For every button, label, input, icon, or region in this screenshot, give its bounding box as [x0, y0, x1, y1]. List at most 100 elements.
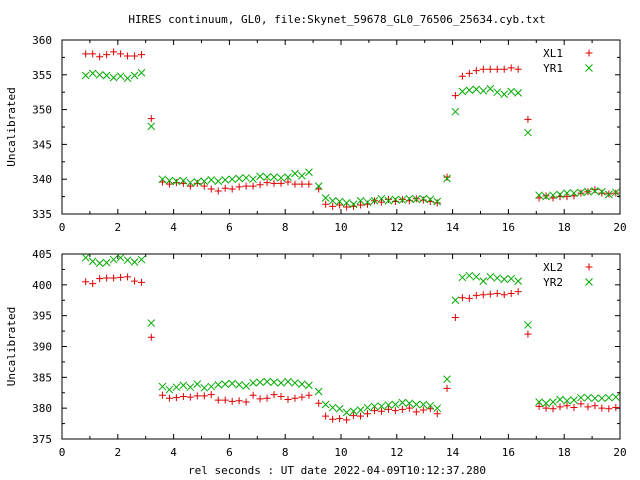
data-point-yr1: [451, 107, 460, 116]
data-point-xl1: [242, 182, 250, 190]
data-point-xl2: [542, 404, 550, 412]
data-point-xl2: [207, 391, 215, 399]
data-point-yr2: [556, 395, 564, 404]
data-point-yr1: [549, 191, 557, 200]
data-point-yr1: [291, 169, 299, 178]
data-point-yr1: [542, 192, 550, 201]
data-point-xl1: [214, 187, 222, 195]
data-point-yr1: [356, 196, 365, 205]
data-point-yr1: [426, 195, 435, 204]
data-point-xl1: [256, 181, 264, 189]
x-tick-label: 2: [114, 221, 121, 234]
data-point-yr2: [524, 321, 532, 329]
data-point-yr1: [493, 88, 502, 97]
data-point-yr2: [486, 272, 495, 281]
data-point-xl1: [419, 196, 427, 204]
data-point-yr1: [524, 128, 532, 137]
data-point-yr2: [335, 404, 344, 413]
data-point-yr1: [598, 187, 606, 196]
data-point-yr1: [398, 196, 407, 204]
data-point-yr2: [328, 403, 337, 412]
data-point-xl2: [549, 405, 557, 413]
data-point-yr2: [611, 393, 620, 401]
data-point-yr1: [109, 73, 118, 82]
y-tick-label: 350: [32, 104, 52, 117]
data-point-yr2: [123, 256, 132, 265]
x-tick-label: 10: [334, 221, 347, 234]
data-point-yr2: [137, 255, 146, 264]
y-tick-label: 385: [32, 371, 52, 384]
y-tick-label: 345: [32, 138, 52, 151]
y-tick-label: 400: [32, 279, 52, 292]
data-point-xl2: [291, 394, 299, 402]
data-point-yr2: [419, 400, 428, 409]
data-point-xl1: [524, 115, 532, 123]
data-point-yr1: [277, 173, 285, 182]
legend-label-xl2: XL2: [543, 261, 563, 274]
x-tick-label: 16: [502, 221, 515, 234]
data-point-yr1: [314, 182, 323, 191]
data-point-yr2: [235, 380, 244, 389]
data-point-yr1: [137, 68, 146, 77]
series-xl2: [82, 273, 620, 424]
data-point-yr2: [451, 296, 460, 305]
data-point-yr2: [342, 408, 351, 417]
data-point-xl1: [263, 179, 271, 187]
data-point-xl2: [514, 288, 522, 296]
data-point-yr2: [256, 378, 264, 387]
data-point-yr2: [242, 382, 250, 390]
data-point-yr2: [291, 379, 299, 387]
data-point-yr2: [507, 274, 516, 283]
x-tick-label: 14: [446, 221, 460, 234]
data-point-yr2: [116, 253, 125, 262]
data-point-xl2: [612, 404, 620, 412]
y-tick-label: 395: [32, 310, 52, 323]
data-point-yr1: [242, 173, 250, 182]
data-point-xl1: [110, 48, 118, 56]
plot-frame: [61, 253, 621, 440]
series-xl1: [82, 48, 620, 211]
data-point-yr2: [443, 375, 451, 384]
data-point-xl2: [103, 274, 111, 282]
data-point-xl2: [256, 395, 264, 403]
data-point-yr1: [611, 188, 620, 197]
data-point-xl1: [591, 186, 599, 194]
data-point-xl2: [412, 408, 420, 416]
data-point-xl2: [249, 391, 257, 399]
data-point-xl2: [172, 394, 180, 402]
data-point-xl1: [479, 65, 487, 73]
data-point-yr1: [535, 191, 543, 200]
data-point-xl2: [357, 412, 365, 420]
data-point-xl1: [493, 65, 501, 73]
data-point-xl2: [486, 290, 494, 298]
data-point-yr2: [598, 394, 606, 403]
data-point-yr2: [412, 400, 421, 409]
data-point-xl1: [103, 51, 111, 59]
data-point-yr1: [465, 86, 474, 94]
x-tick-label: 12: [390, 221, 403, 234]
data-point-xl1: [298, 180, 306, 188]
data-point-xl2: [426, 405, 434, 413]
data-point-xl2: [138, 278, 146, 286]
data-point-xl2: [263, 394, 271, 402]
data-point-xl1: [147, 115, 155, 123]
data-point-xl2: [179, 392, 187, 400]
data-point-xl2: [605, 405, 613, 413]
data-point-yr1: [305, 168, 313, 177]
data-point-xl2: [214, 396, 222, 404]
data-point-xl1: [443, 173, 451, 181]
y-axis-label: Uncalibrated: [5, 307, 18, 386]
data-point-yr1: [193, 178, 202, 186]
data-point-xl2: [343, 416, 351, 424]
data-point-xl2: [465, 294, 473, 302]
data-point-yr2: [277, 379, 285, 387]
data-point-yr2: [284, 377, 292, 386]
data-point-xl1: [305, 180, 313, 188]
data-point-yr2: [363, 403, 372, 412]
x-tick-label: 18: [558, 446, 571, 459]
data-point-xl1: [82, 50, 90, 58]
data-point-xl2: [165, 394, 173, 402]
data-point-yr2: [207, 382, 216, 391]
data-point-xl1: [235, 183, 243, 191]
